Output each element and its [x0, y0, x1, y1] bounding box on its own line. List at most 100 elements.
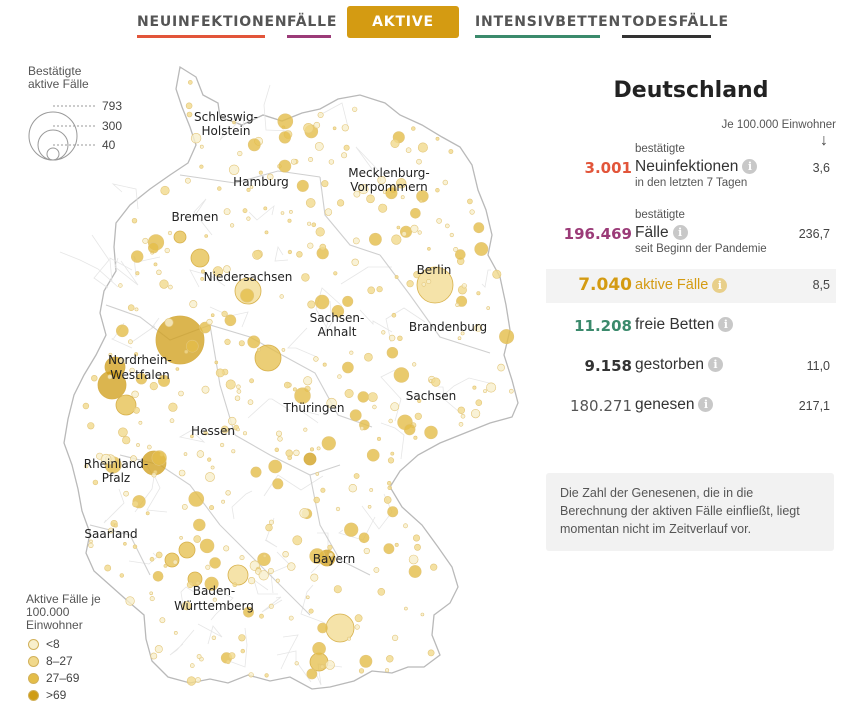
district-circle	[308, 157, 314, 163]
district-circle	[342, 361, 354, 374]
district-circle	[476, 291, 481, 296]
district-circle	[130, 250, 144, 263]
label-bayern: Bayern	[313, 552, 355, 566]
district-circle	[359, 654, 373, 668]
label-hamburg: Hamburg	[233, 175, 289, 189]
district-circle	[258, 570, 269, 581]
info-icon[interactable]: i	[672, 225, 688, 241]
tab-neuinfektionen-label: NEUINFEKTIONEN	[137, 14, 288, 30]
district-circle	[367, 286, 376, 295]
info-icon[interactable]: i	[707, 357, 723, 373]
tab-intensivbetten[interactable]: INTENSIVBETTEN	[475, 6, 620, 38]
tab-neuinfektionen[interactable]: NEUINFEKTIONEN	[137, 6, 287, 38]
district-circle	[368, 232, 382, 246]
district-circle	[149, 382, 158, 391]
district-circle	[343, 144, 350, 151]
district-circle	[474, 242, 489, 256]
district-circle	[237, 150, 243, 157]
district-circle	[228, 164, 240, 176]
district-circle	[190, 434, 194, 439]
district-circle	[246, 216, 251, 221]
stat-neuinfektionen: bestätigte 3.001 Neuinfektionen i in den …	[546, 142, 836, 192]
district-circle	[236, 389, 242, 394]
district-circle	[221, 499, 226, 504]
district-circle	[212, 597, 217, 602]
district-circle	[272, 478, 284, 490]
district-circle	[243, 431, 248, 436]
info-icon[interactable]: i	[698, 397, 714, 413]
tab-aktive-faelle[interactable]: AKTIVE FÄLLE	[347, 6, 459, 62]
district-circle	[292, 387, 297, 392]
info-icon[interactable]: i	[742, 159, 758, 175]
district-circle	[104, 564, 112, 572]
district-circle	[390, 139, 400, 149]
district-circle	[131, 218, 138, 224]
district-circle	[430, 563, 438, 571]
stat-genesen: 180.271 genesen i 217,1	[546, 396, 836, 420]
district-circle	[348, 484, 357, 493]
size-legend-title-line1: Bestätigte	[28, 64, 82, 78]
district-circle	[127, 304, 135, 311]
district-circle	[199, 538, 215, 554]
district-circle	[118, 283, 123, 288]
district-circle	[252, 250, 262, 260]
district-circle	[442, 179, 448, 186]
district-circle	[232, 120, 236, 125]
district-circle	[199, 144, 204, 149]
district-circle	[392, 634, 399, 642]
district-circle	[303, 122, 314, 134]
district-circle	[188, 491, 205, 507]
district-circle	[248, 576, 256, 585]
district-circle	[242, 208, 248, 214]
district-circle	[258, 170, 263, 175]
info-icon[interactable]: i	[718, 317, 734, 333]
district-circle	[240, 648, 246, 654]
district-circle	[123, 541, 127, 546]
district-circle	[372, 404, 377, 410]
district-circle	[349, 409, 362, 422]
district-circle	[328, 159, 335, 165]
district-boundaries	[59, 84, 494, 686]
district-circle	[396, 178, 407, 189]
stat-label-text: genesen	[635, 396, 695, 413]
district-circle	[181, 503, 188, 510]
district-circle	[190, 248, 210, 268]
district-circle	[168, 402, 178, 412]
district-circle	[492, 269, 502, 279]
district-circle	[399, 225, 412, 238]
info-icon[interactable]: i	[712, 277, 728, 293]
tab-underline	[137, 35, 265, 38]
tab-faelle[interactable]: FÄLLE	[287, 6, 336, 38]
district-circle	[378, 203, 388, 213]
rate-legend-label: <8	[46, 637, 60, 651]
district-circle	[269, 519, 275, 525]
tab-underline	[287, 35, 331, 38]
district-circle	[247, 399, 254, 406]
district-circle	[387, 485, 392, 490]
district-circle	[225, 659, 231, 665]
district-circle	[182, 601, 192, 611]
district-circle	[225, 490, 231, 496]
district-circle	[164, 318, 174, 328]
district-circle	[239, 555, 245, 561]
stat-label: Neuinfektionen i	[635, 158, 758, 176]
rate-legend-label: 8–27	[46, 654, 73, 668]
district-circle	[306, 668, 318, 680]
district-circle	[220, 442, 225, 448]
stat-label: aktive Fälle i	[635, 277, 728, 293]
district-circle	[123, 490, 129, 497]
district-circle	[311, 222, 317, 228]
label-schleswig-holstein-2: Holstein	[202, 124, 251, 138]
district-circle	[190, 132, 202, 144]
legend-swatch	[28, 639, 39, 650]
district-circle	[341, 124, 349, 132]
size-legend: Bestätigte aktive Fälle 793 300 40	[26, 65, 176, 165]
district-circle	[223, 265, 231, 273]
category-tabs: NEUINFEKTIONEN FÄLLE AKTIVE FÄLLE INTENS…	[0, 6, 868, 62]
stat-value: 11.208	[574, 317, 632, 335]
district-circle	[313, 356, 319, 362]
label-nrw: Nordrhein-	[108, 353, 172, 367]
tab-todesfaelle[interactable]: TODESFÄLLE	[622, 6, 728, 38]
district-circle	[205, 472, 215, 482]
stat-rate: 217,1	[798, 399, 830, 413]
